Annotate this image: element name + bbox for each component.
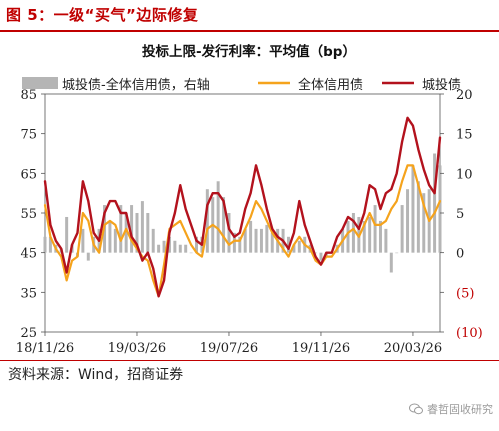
x-tick-label: 19/11/26 (292, 341, 350, 356)
bar (254, 228, 258, 253)
y-right-tick-label: (10) (456, 326, 483, 341)
bar (222, 197, 226, 253)
plot-area: 25 35 45 55 65 75 85 (10) (5) 0 5 10 15 20 18/11/26 19/… (16, 88, 483, 356)
bar (173, 240, 177, 253)
bar (48, 236, 52, 253)
y-right-tick-label: 20 (456, 88, 473, 103)
legend-label: 全体信用债 (298, 77, 363, 93)
bar (238, 236, 242, 253)
bar (135, 213, 139, 253)
y-right-tick-label: 5 (456, 207, 464, 222)
bar (287, 236, 290, 253)
bar (108, 220, 112, 253)
bar (162, 240, 166, 253)
bar (400, 205, 404, 253)
bar (378, 220, 382, 253)
bar (270, 232, 274, 253)
bar (86, 252, 90, 261)
bar (297, 240, 301, 253)
legend-swatch-bar (22, 77, 58, 89)
bar (265, 224, 269, 253)
bar (184, 244, 188, 253)
bar (368, 216, 372, 253)
bar (167, 236, 171, 253)
bar (157, 244, 161, 253)
bar (146, 213, 150, 253)
bar (65, 216, 69, 253)
legend: 城投债-全体信用债，右轴 全体信用债 城投债 (22, 77, 461, 93)
bar (205, 189, 209, 253)
bar (232, 232, 236, 253)
bar (362, 220, 366, 253)
legend-label: 城投债 (422, 77, 461, 93)
bar (346, 220, 350, 253)
bar (124, 213, 128, 253)
bottom-rule (0, 360, 499, 361)
bar (422, 193, 426, 253)
bar (243, 228, 247, 253)
y-left-tick-label: 55 (20, 207, 37, 222)
bar (43, 236, 47, 253)
bar (130, 205, 134, 253)
bar (384, 228, 388, 253)
y-right-tick-label: (5) (456, 286, 474, 301)
watermark-text: 睿哲固收研究 (427, 403, 493, 416)
x-tick-label: 20/03/26 (384, 341, 442, 356)
figure-title: 图 5：一级“买气”边际修复 (6, 6, 199, 24)
bar (249, 220, 253, 253)
bar (227, 213, 231, 253)
bar (438, 165, 442, 253)
bar (178, 244, 182, 253)
bar (411, 165, 415, 253)
bar (189, 252, 193, 254)
bar (113, 228, 117, 253)
bar (81, 228, 85, 253)
bar (351, 213, 355, 253)
y-right-tick-label: 15 (456, 128, 473, 143)
series-line-all-credit (43, 164, 442, 298)
x-tick-label: 19/03/26 (108, 341, 166, 356)
bar (406, 189, 410, 253)
y-left-tick-label: 75 (20, 128, 37, 143)
bar (195, 236, 198, 253)
chart: 投标上限-发行利率：平均值（bp） 城投债-全体信用债，右轴 全体信用债 城投债 2… (16, 43, 483, 356)
bar (151, 228, 155, 253)
x-tick-label: 18/11/26 (16, 341, 74, 356)
bar (292, 244, 296, 253)
bar (395, 252, 399, 254)
y-right-tick-label: 10 (456, 167, 473, 182)
bar (216, 181, 220, 253)
y-right-tick-label: 0 (456, 247, 464, 262)
title-rule (0, 30, 499, 32)
bar (119, 205, 123, 253)
y-left-tick-label: 45 (20, 247, 37, 262)
watermark: 睿哲固收研究 (409, 401, 493, 417)
bar (259, 228, 263, 253)
chart-title: 投标上限-发行利率：平均值（bp） (142, 43, 356, 60)
x-tick-label: 19/07/26 (200, 341, 258, 356)
bar (140, 201, 144, 253)
y-left-tick-label: 25 (20, 326, 37, 341)
bar (416, 181, 420, 253)
legend-label: 城投债-全体信用债，右轴 (62, 77, 210, 93)
bar (433, 153, 437, 253)
wechat-icon (409, 403, 423, 415)
y-left-tick-label: 35 (20, 286, 37, 301)
bar (373, 205, 377, 253)
y-left-tick-label: 85 (20, 88, 37, 103)
y-left-tick-label: 65 (20, 167, 37, 182)
bar (389, 252, 393, 273)
series-line-lgfv (43, 116, 442, 298)
source-note: 资料来源：Wind，招商证券 (8, 367, 184, 383)
bar (319, 252, 323, 261)
